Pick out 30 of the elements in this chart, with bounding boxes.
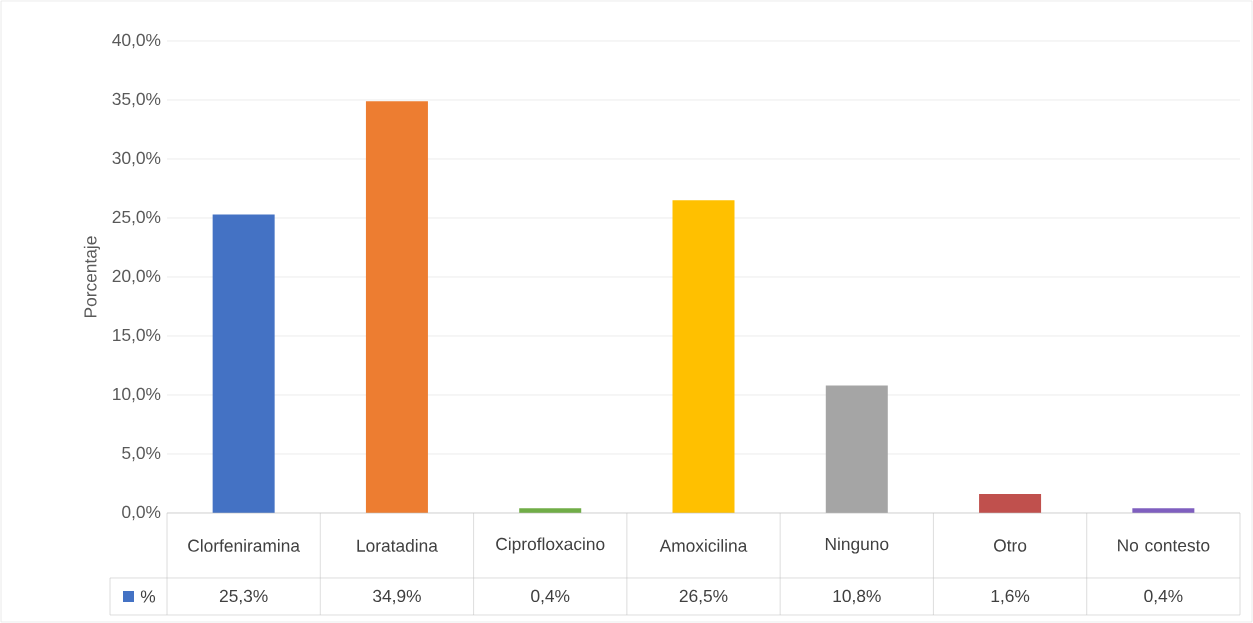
data-label: 25,3% [219, 589, 268, 605]
data-label: 0,4% [1144, 589, 1183, 605]
data-label: 10,8% [833, 589, 881, 605]
y-tick-label: 10,0% [113, 387, 161, 403]
y-tick-label: 35,0% [112, 92, 161, 108]
x-tick-label: Otro [994, 539, 1027, 552]
data-label: 1,6% [991, 589, 1030, 605]
bar [672, 200, 735, 513]
x-tick-label: No contesto [1118, 539, 1210, 552]
x-tick-label: Clorfeniramina [188, 539, 300, 552]
data-label: 34,9% [373, 589, 421, 605]
legend-label: % [140, 590, 156, 603]
data-label: 26,5% [679, 589, 728, 605]
data-label: 0,4% [531, 589, 570, 605]
bar [825, 385, 888, 513]
bar [212, 214, 275, 513]
bar [365, 101, 428, 513]
y-axis-title: Porcentaje [83, 236, 100, 317]
y-tick-label: 0,0% [122, 505, 161, 521]
bar [979, 494, 1042, 513]
y-tick-label: 5,0% [122, 446, 161, 462]
x-tick-label: Ninguno [825, 537, 889, 554]
y-tick-label: 40,0% [112, 33, 161, 49]
y-tick-label: 15,0% [113, 328, 161, 344]
x-tick-label: Ciprofloxacino [496, 537, 605, 554]
y-tick-label: 20,0% [112, 269, 161, 285]
y-tick-label: 25,0% [112, 210, 161, 226]
x-tick-label: Amoxicilina [659, 539, 748, 552]
y-tick-label: 30,0% [112, 151, 161, 167]
x-tick-label: Loratadina [357, 539, 438, 552]
